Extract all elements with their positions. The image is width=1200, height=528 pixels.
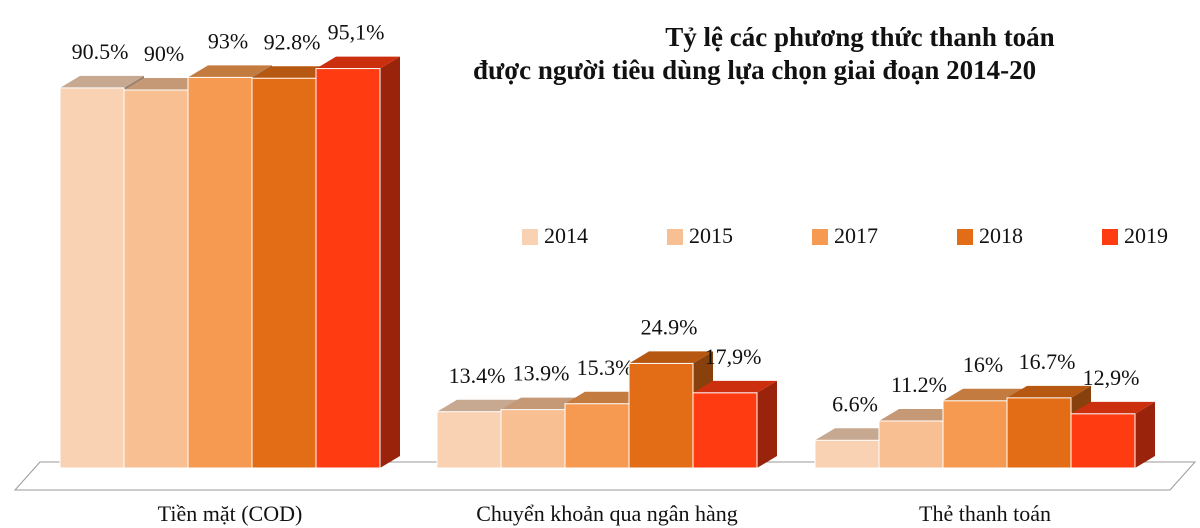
bar-top xyxy=(815,428,899,441)
x-tick-label: Tiền mặt (COD) xyxy=(158,501,303,526)
legend-label: 2017 xyxy=(834,223,878,248)
bar xyxy=(251,77,317,469)
bar-top xyxy=(124,78,208,90)
legend-label: 2014 xyxy=(544,223,588,248)
chart-title: Tỷ lệ các phương thức thanh toán xyxy=(665,22,1054,52)
legend-swatch xyxy=(667,229,683,245)
bar-top xyxy=(1007,385,1091,398)
data-label: 16% xyxy=(963,352,1003,377)
bar xyxy=(942,400,1008,469)
legend-swatch xyxy=(812,229,828,245)
bar xyxy=(500,409,566,469)
bar xyxy=(1006,397,1072,469)
bar xyxy=(123,89,189,469)
data-label: 95,1% xyxy=(328,20,385,45)
data-label: 12,9% xyxy=(1083,365,1140,390)
bar-top xyxy=(1071,401,1155,414)
x-tick-label: Thẻ thanh toán xyxy=(919,501,1051,526)
bar-side xyxy=(380,56,400,468)
data-label: 17,9% xyxy=(705,344,762,369)
data-label: 90% xyxy=(144,41,184,66)
data-label: 13.9% xyxy=(513,361,570,386)
bar-top xyxy=(629,351,713,364)
data-label: 15.3% xyxy=(577,355,634,380)
bar-top xyxy=(60,75,144,88)
data-label: 11.2% xyxy=(891,372,947,397)
x-tick-label: Chuyển khoản qua ngân hàng xyxy=(476,501,738,526)
data-label: 90.5% xyxy=(72,39,129,64)
chart-title: được người tiêu dùng lựa chọn giai đoạn … xyxy=(473,55,1036,85)
legend-swatch xyxy=(957,229,973,245)
legend-swatch xyxy=(1102,229,1118,245)
bar xyxy=(436,411,502,469)
bar xyxy=(564,403,630,469)
legend-label: 2019 xyxy=(1124,223,1168,248)
bar-top xyxy=(693,380,777,393)
bar xyxy=(814,439,880,469)
data-label: 16.7% xyxy=(1019,349,1076,374)
bar-side xyxy=(1135,401,1155,468)
bar-top xyxy=(188,65,272,78)
bar xyxy=(692,392,758,469)
bar-top xyxy=(437,399,521,412)
bar xyxy=(628,362,694,469)
bar-side xyxy=(757,380,777,468)
bar xyxy=(1070,413,1136,469)
bar-top xyxy=(565,391,649,404)
bar-top xyxy=(943,388,1027,401)
bar-top xyxy=(316,56,400,69)
data-label: 13.4% xyxy=(449,363,506,388)
legend-swatch xyxy=(522,229,538,245)
bar-top xyxy=(879,408,963,421)
data-label: 92.8% xyxy=(264,29,321,54)
floor xyxy=(13,461,1197,491)
bar xyxy=(878,420,944,469)
bar xyxy=(315,68,381,469)
data-label: 24.9% xyxy=(641,314,698,339)
data-label: 93% xyxy=(208,28,248,53)
bar xyxy=(187,76,253,469)
bar xyxy=(59,87,125,469)
data-label: 6.6% xyxy=(832,391,878,416)
bar-top xyxy=(252,66,336,79)
legend-label: 2015 xyxy=(689,223,733,248)
legend-label: 2018 xyxy=(979,223,1023,248)
bar-top xyxy=(501,397,585,410)
